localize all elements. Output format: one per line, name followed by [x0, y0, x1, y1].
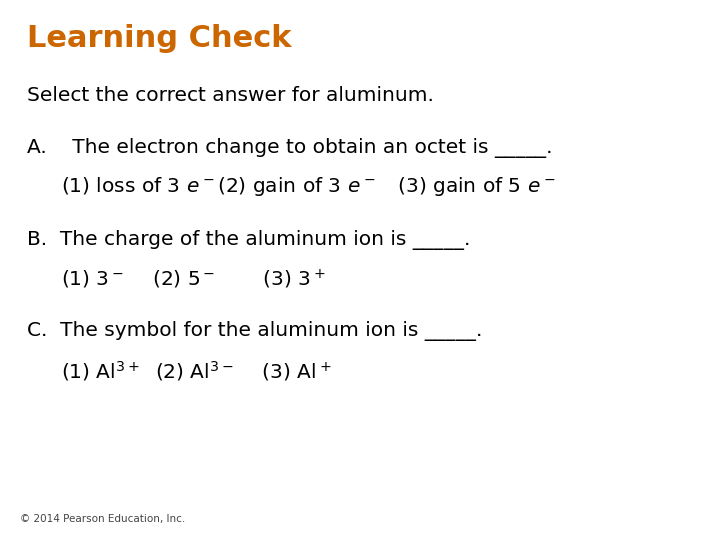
- Text: (1) 3$^-$    (2) 5$^-$       (3) 3$^+$: (1) 3$^-$ (2) 5$^-$ (3) 3$^+$: [61, 267, 326, 291]
- Text: Select the correct answer for aluminum.: Select the correct answer for aluminum.: [27, 86, 434, 105]
- Text: B.  The charge of the aluminum ion is _____.: B. The charge of the aluminum ion is ___…: [27, 230, 471, 249]
- Text: A.    The electron change to obtain an octet is _____.: A. The electron change to obtain an octe…: [27, 138, 553, 158]
- Text: (1) Al$^{3+}$  (2) Al$^{3-}$    (3) Al$^+$: (1) Al$^{3+}$ (2) Al$^{3-}$ (3) Al$^+$: [61, 359, 332, 383]
- Text: © 2014 Pearson Education, Inc.: © 2014 Pearson Education, Inc.: [20, 514, 186, 524]
- Text: (1) loss of 3 $e^-$(2) gain of 3 $e^-$   (3) gain of 5 $e^-$: (1) loss of 3 $e^-$(2) gain of 3 $e^-$ (…: [61, 176, 556, 199]
- Text: C.  The symbol for the aluminum ion is _____.: C. The symbol for the aluminum ion is __…: [27, 321, 482, 341]
- Text: Learning Check: Learning Check: [27, 24, 292, 53]
